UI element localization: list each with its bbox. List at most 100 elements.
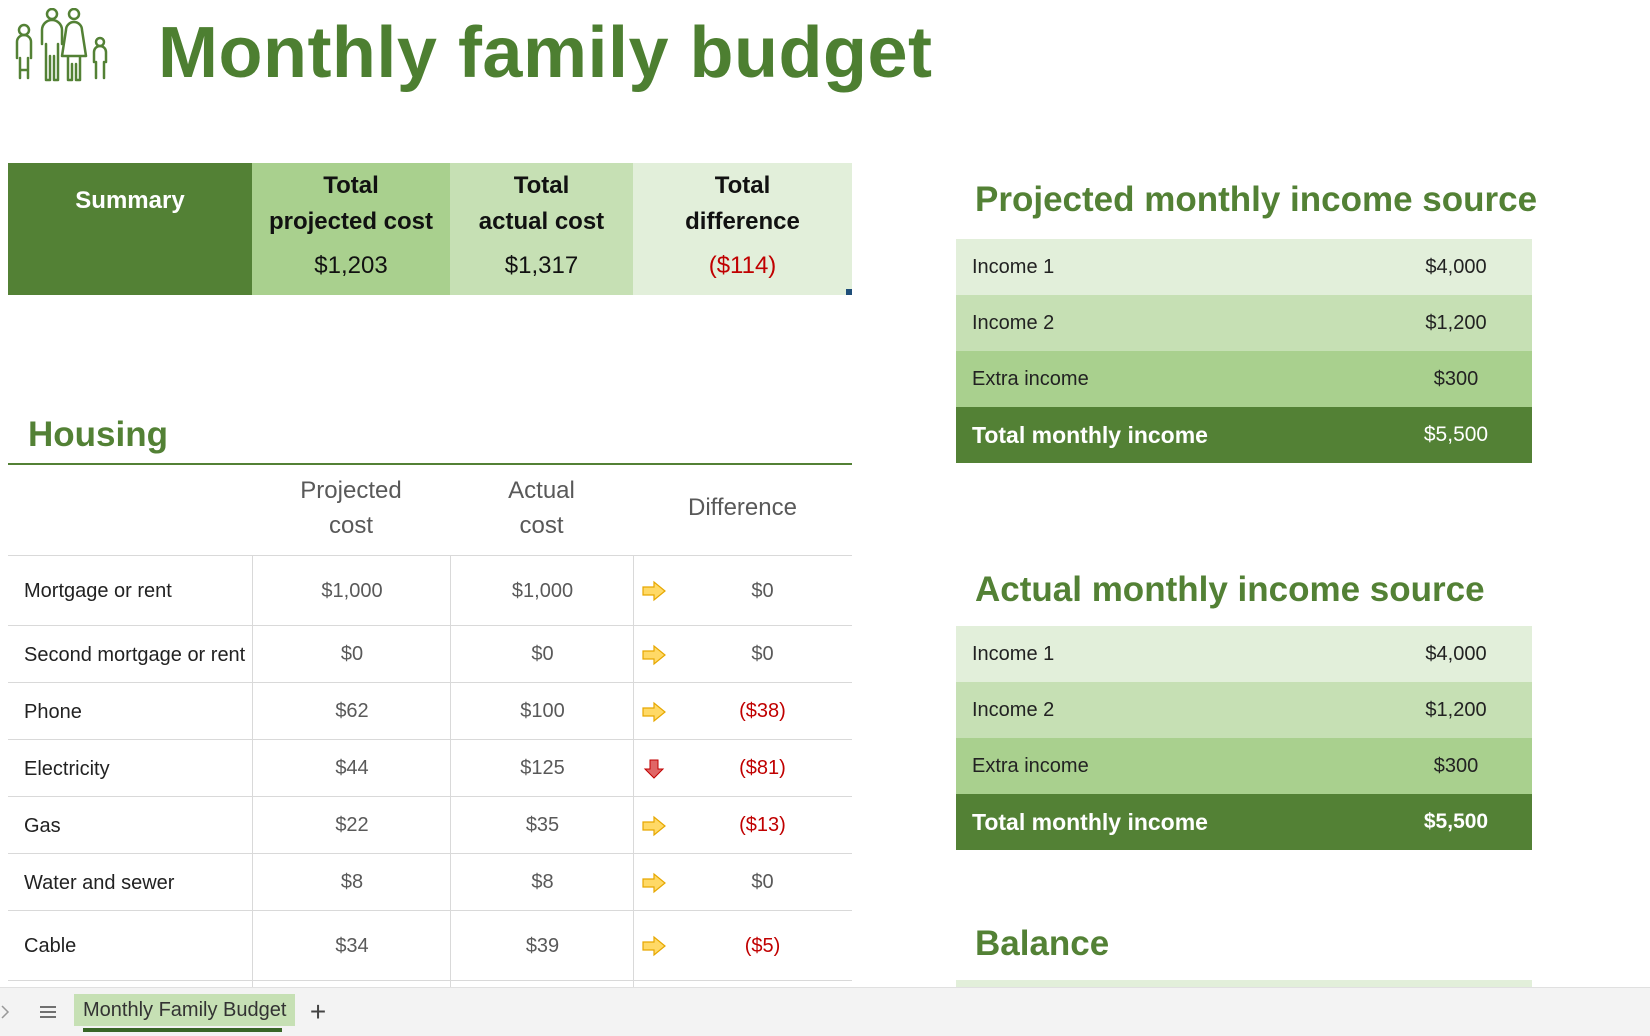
table-row[interactable]: Mortgage or rent $1,000 $1,000 $0 [8, 555, 852, 626]
summary-actual-value: $1,317 [504, 252, 579, 279]
summary-difference-cell[interactable]: Total difference ($114) [633, 163, 852, 295]
projected-income-row[interactable]: Income 2 $1,200 [956, 295, 1532, 351]
cell-fill-handle[interactable] [846, 289, 852, 295]
income-value: $300 [1433, 367, 1479, 390]
summary-actual-cell[interactable]: Total actual cost $1,317 [450, 163, 633, 295]
projected-cost-cell[interactable]: $62 [252, 683, 451, 740]
column-header-actual-line1: Actual [508, 477, 575, 504]
table-row[interactable]: Cable $34 $39 ($5) [8, 910, 852, 981]
income-label: Extra income [972, 754, 1089, 777]
indicator-cell[interactable] [633, 626, 674, 683]
summary-projected-cell[interactable]: Total projected cost $1,203 [252, 163, 450, 295]
income-label: Income 1 [972, 642, 1055, 665]
table-row[interactable]: Electricity $44 $125 ($81) [8, 739, 852, 797]
income-label: Income 2 [972, 698, 1055, 721]
projected-income-total-row[interactable]: Total monthly income $5,500 [956, 407, 1532, 463]
actual-income-title: Actual monthly income source [975, 570, 1485, 609]
summary-actual-header-line2: actual cost [478, 208, 605, 235]
projected-cost-cell[interactable]: $1,000 [252, 556, 451, 626]
projected-cost-cell[interactable]: $44 [252, 740, 451, 797]
projected-income-row[interactable]: Income 1 $4,000 [956, 239, 1532, 295]
projected-cost-cell[interactable]: $0 [252, 626, 451, 683]
summary-difference-header-line1: Total [714, 172, 771, 199]
expense-name-cell[interactable]: Water and sewer [24, 871, 175, 894]
housing-title: Housing [28, 415, 168, 454]
arrow-right-icon [641, 872, 667, 894]
actual-cost-cell[interactable]: $1,000 [450, 556, 634, 626]
hamburger-icon[interactable] [36, 988, 60, 1036]
column-header-actual-line2: cost [519, 512, 564, 539]
actual-cost-cell[interactable]: $8 [450, 854, 634, 911]
arrow-right-icon [641, 815, 667, 837]
projected-income-row[interactable]: Extra income $300 [956, 351, 1532, 407]
actual-cost-cell[interactable]: $125 [450, 740, 634, 797]
summary-actual-header-line1: Total [513, 172, 570, 199]
difference-cell[interactable]: ($81) [739, 757, 786, 779]
expense-name-cell[interactable]: Mortgage or rent [24, 580, 172, 602]
actual-cost-cell[interactable]: $0 [450, 626, 634, 683]
indicator-cell[interactable] [633, 911, 674, 981]
indicator-cell[interactable] [633, 797, 674, 854]
arrow-right-icon [641, 580, 667, 602]
balance-table-top [956, 980, 1532, 988]
projected-cost-cell[interactable]: $34 [252, 911, 451, 981]
actual-income-row[interactable]: Income 1 $4,000 [956, 626, 1532, 682]
summary-label: Summary [75, 187, 185, 214]
add-sheet-button[interactable]: + [309, 996, 327, 1027]
column-header-projected-line1: Projected [300, 477, 402, 504]
summary-difference-header: Total difference [633, 163, 852, 240]
table-row[interactable]: Phone $62 $100 ($38) [8, 682, 852, 740]
actual-income-row[interactable]: Income 2 $1,200 [956, 682, 1532, 738]
difference-cell[interactable]: ($13) [739, 814, 786, 836]
difference-cell[interactable]: $0 [751, 643, 774, 665]
actual-cost-cell[interactable]: $35 [450, 797, 634, 854]
family-icon [12, 7, 116, 84]
indicator-cell[interactable] [633, 854, 674, 911]
summary-projected-header-line1: Total [323, 172, 379, 199]
column-header-projected-line2: cost [328, 512, 373, 539]
total-income-value: $5,500 [1423, 423, 1489, 446]
arrow-right-icon [641, 701, 667, 723]
summary-label-cell[interactable]: Summary [8, 163, 252, 295]
total-income-label: Total monthly income [972, 808, 1208, 835]
income-value: $4,000 [1425, 642, 1487, 665]
total-income-value: $5,500 [1423, 810, 1489, 833]
projected-cost-cell[interactable]: $8 [252, 854, 451, 911]
arrow-right-icon [641, 644, 667, 666]
summary-difference-value: ($114) [708, 252, 777, 279]
actual-cost-cell[interactable]: $100 [450, 683, 634, 740]
actual-income-total-row[interactable]: Total monthly income $5,500 [956, 794, 1532, 850]
expense-name-cell[interactable]: Electricity [24, 757, 110, 780]
total-income-label: Total monthly income [972, 421, 1208, 448]
difference-cell[interactable]: ($38) [739, 700, 786, 722]
income-label: Income 1 [972, 255, 1055, 278]
table-row[interactable]: Gas $22 $35 ($13) [8, 796, 852, 854]
indicator-cell[interactable] [633, 740, 674, 797]
income-value: $1,200 [1425, 698, 1487, 721]
summary-band: Summary Total projected cost $1,203 Tota… [8, 163, 852, 295]
column-header-difference[interactable]: Difference [688, 494, 797, 521]
actual-income-table: Income 1 $4,000 Income 2 $1,200 Extra in… [956, 626, 1532, 851]
projected-cost-cell[interactable]: $22 [252, 797, 451, 854]
difference-cell[interactable]: ($5) [744, 934, 781, 957]
chevron-right-icon[interactable] [0, 988, 12, 1036]
column-header-actual[interactable]: Actual cost [450, 473, 633, 543]
column-header-projected[interactable]: Projected cost [252, 473, 450, 543]
expense-name-cell[interactable]: Phone [24, 700, 82, 723]
expense-name-cell[interactable]: Gas [24, 814, 61, 837]
difference-cell[interactable]: $0 [751, 579, 774, 602]
income-value: $1,200 [1425, 311, 1487, 334]
expense-name-cell[interactable]: Cable [24, 935, 77, 957]
indicator-cell[interactable] [633, 556, 674, 626]
indicator-cell[interactable] [633, 683, 674, 740]
sheet-tab-monthly-family-budget[interactable]: Monthly Family Budget [74, 994, 296, 1026]
actual-cost-cell[interactable]: $39 [450, 911, 634, 981]
table-row[interactable]: Second mortgage or rent $0 $0 $0 [8, 625, 852, 683]
summary-actual-header: Total actual cost [450, 163, 633, 240]
actual-income-row[interactable]: Extra income $300 [956, 738, 1532, 794]
table-row[interactable]: Water and sewer $8 $8 $0 [8, 853, 852, 911]
expense-name-cell[interactable]: Second mortgage or rent [24, 643, 246, 666]
income-value: $4,000 [1425, 255, 1487, 278]
difference-cell[interactable]: $0 [751, 871, 774, 893]
summary-projected-value: $1,203 [314, 252, 388, 279]
